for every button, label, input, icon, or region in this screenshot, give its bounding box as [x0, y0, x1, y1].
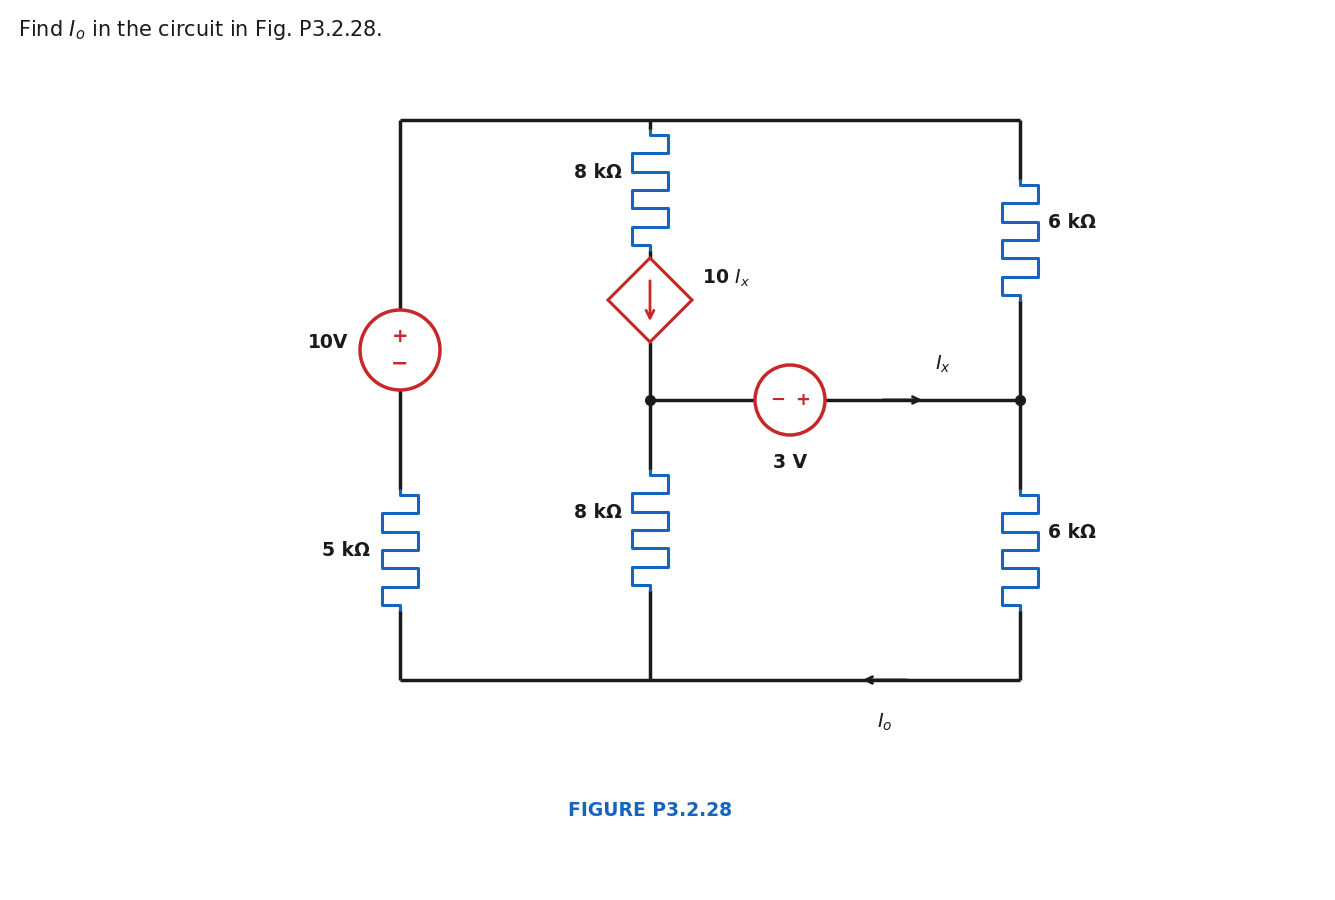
Text: 3 V: 3 V [773, 453, 808, 472]
Text: 8 kΩ: 8 kΩ [574, 502, 622, 521]
Text: 10 $I_x$: 10 $I_x$ [702, 267, 750, 289]
Text: −: − [391, 354, 409, 374]
Text: +: + [391, 327, 409, 346]
Text: FIGURE P3.2.28: FIGURE P3.2.28 [567, 800, 732, 820]
Text: 6 kΩ: 6 kΩ [1048, 212, 1096, 231]
Text: 6 kΩ: 6 kΩ [1048, 523, 1096, 542]
Text: $I_o$: $I_o$ [877, 712, 893, 733]
Text: +: + [796, 391, 810, 409]
Text: 5 kΩ: 5 kΩ [322, 541, 370, 560]
Text: Find $I_o$ in the circuit in Fig. P3.2.28.: Find $I_o$ in the circuit in Fig. P3.2.2… [17, 18, 382, 42]
Text: 10V: 10V [307, 332, 348, 352]
Text: 8 kΩ: 8 kΩ [574, 163, 622, 182]
Text: $I_x$: $I_x$ [934, 354, 951, 375]
Text: −: − [770, 391, 785, 409]
